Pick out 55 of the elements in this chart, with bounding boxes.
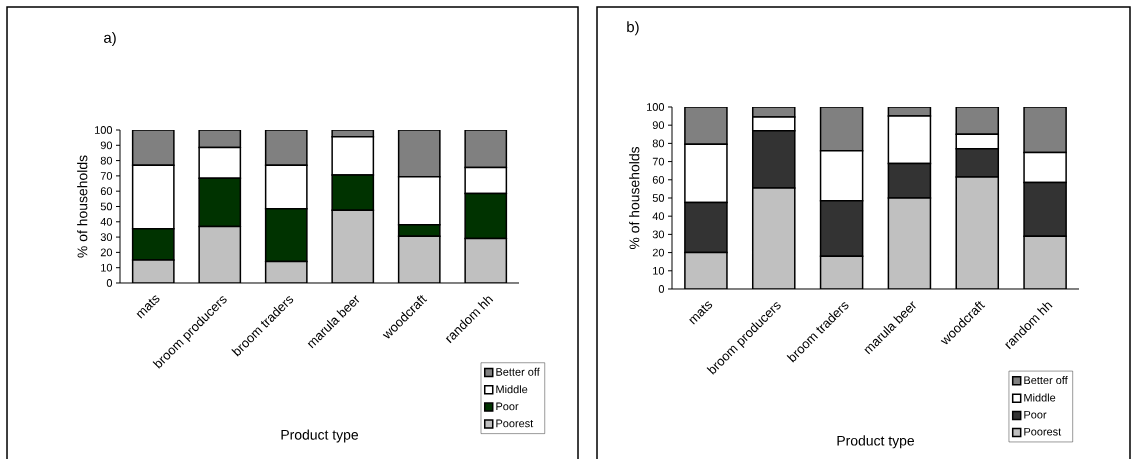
- bar: [955, 106, 1000, 136]
- bar: [819, 255, 864, 289]
- bar: [131, 129, 175, 166]
- bar: [264, 260, 308, 283]
- bar: [955, 176, 1000, 289]
- y-tick-label: 50: [100, 202, 113, 211]
- legend-label: Better off: [496, 367, 540, 376]
- y-tick-label: 60: [100, 187, 113, 196]
- y-tick-label: 10: [653, 266, 665, 275]
- bar: [684, 106, 728, 146]
- y-tick-label: 80: [100, 156, 113, 165]
- y-tick-label: 30: [652, 230, 665, 239]
- bar: [331, 209, 375, 283]
- y-tick-label: 0: [106, 279, 113, 287]
- y-tick-label: 80: [652, 139, 665, 148]
- y-tick-label: 90: [100, 141, 113, 150]
- bar: [198, 225, 242, 283]
- legend-label: Poorest: [1024, 427, 1062, 436]
- legend-label: Better off: [1024, 376, 1068, 385]
- y-tick-label: 20: [100, 248, 113, 257]
- bar: [464, 237, 508, 283]
- y-tick-label: 100: [647, 103, 665, 111]
- bar: [397, 129, 441, 178]
- y-tick-label: 40: [652, 212, 665, 221]
- bar: [464, 129, 508, 169]
- y-tick-label: 10: [101, 263, 113, 272]
- bar: [887, 197, 932, 289]
- y-tick-label: 100: [95, 126, 113, 134]
- y-tick-label: 90: [652, 121, 665, 130]
- y-tick-label: 60: [652, 175, 665, 184]
- bar: [819, 106, 864, 152]
- bar: [751, 187, 796, 289]
- bar: [1023, 106, 1067, 154]
- legend-label: Poorest: [496, 419, 534, 428]
- legend-label: Middle: [496, 385, 528, 394]
- y-tick-label: 0: [658, 285, 665, 293]
- legend-label: Poor: [496, 402, 519, 411]
- bar: [1023, 235, 1067, 289]
- x-axis-title: Product type: [281, 429, 359, 443]
- legend-label: Middle: [1024, 393, 1056, 402]
- y-tick-label: 20: [652, 248, 665, 257]
- y-tick-label: 30: [100, 233, 113, 241]
- chart-title: a): [104, 31, 116, 46]
- bar: [684, 251, 728, 289]
- y-tick-label: 50: [652, 194, 665, 202]
- chart-title: b): [627, 21, 639, 36]
- y-tick-label: 70: [652, 157, 665, 166]
- y-tick-label: 70: [100, 172, 113, 180]
- y-axis-title: % of households: [77, 155, 88, 258]
- y-tick-label: 40: [100, 217, 113, 226]
- x-axis-title: Product type: [837, 435, 915, 449]
- bar: [264, 129, 308, 166]
- legend-label: Poor: [1024, 410, 1047, 419]
- bar: [397, 235, 441, 283]
- y-axis-title: % of households: [629, 146, 640, 250]
